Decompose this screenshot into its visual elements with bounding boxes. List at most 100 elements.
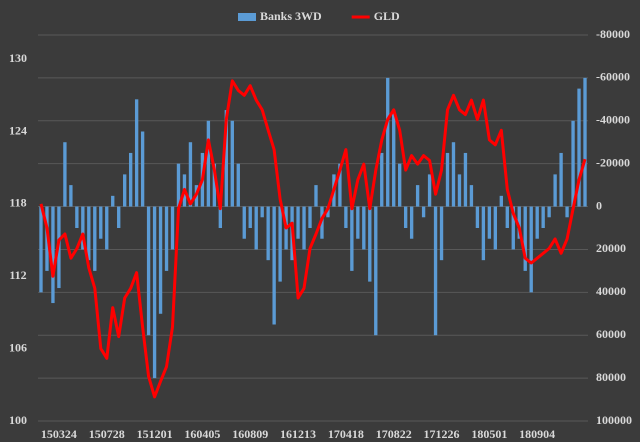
bar xyxy=(128,152,133,207)
y2-tick-label: 80000 xyxy=(596,370,626,384)
labels: -80000 -60000 -40000 -20000 0 20000 40000 60000… xyxy=(9,9,632,441)
bar xyxy=(529,206,533,293)
bar xyxy=(146,206,151,336)
bar xyxy=(164,206,169,271)
bar xyxy=(469,185,474,207)
bar xyxy=(577,88,581,207)
bar xyxy=(51,206,55,304)
x-tick-label: 170822 xyxy=(376,427,412,441)
x-tick-label: 161213 xyxy=(280,427,316,441)
bar xyxy=(493,206,498,250)
line xyxy=(39,79,587,399)
bar xyxy=(111,195,115,207)
bar xyxy=(523,206,527,271)
bar xyxy=(117,206,121,228)
bar xyxy=(326,206,330,218)
bar xyxy=(302,206,306,250)
y-tick-label: 100 xyxy=(9,413,27,427)
bar xyxy=(308,206,312,228)
bar xyxy=(158,206,163,314)
x-tick-label: 180904 xyxy=(519,427,555,441)
lines xyxy=(39,79,587,399)
bar xyxy=(362,206,366,250)
bar xyxy=(99,206,103,239)
y-tick-label: 106 xyxy=(9,340,27,354)
bar xyxy=(517,206,521,239)
bar xyxy=(248,206,252,228)
bar xyxy=(242,206,246,239)
bar xyxy=(278,206,282,282)
bar xyxy=(152,206,157,379)
bar xyxy=(380,152,384,207)
bar xyxy=(409,206,414,239)
bar xyxy=(260,206,264,218)
bar xyxy=(499,195,503,207)
bar xyxy=(218,206,223,228)
x-tick-label: 170418 xyxy=(328,427,364,441)
y2-tick-label: 0 xyxy=(596,198,602,212)
bar xyxy=(535,206,539,239)
y2-tick-label: -20000 xyxy=(596,155,630,169)
bar xyxy=(206,120,211,207)
bar xyxy=(487,206,492,239)
bar xyxy=(296,206,300,239)
bar xyxy=(314,185,318,207)
y2-tick-label: -80000 xyxy=(596,27,630,41)
bar xyxy=(176,163,181,207)
bar xyxy=(134,99,139,207)
bar xyxy=(188,142,193,207)
legend-label: Banks 3WD xyxy=(260,9,322,23)
bar xyxy=(236,163,240,207)
bar xyxy=(105,206,109,250)
bar xyxy=(272,206,276,325)
y2-tick-label: 60000 xyxy=(596,327,626,341)
y-tick-label: 124 xyxy=(9,123,27,137)
bar xyxy=(403,206,408,228)
bar xyxy=(392,110,396,207)
bar xyxy=(433,206,438,336)
bar xyxy=(463,152,468,207)
bar xyxy=(356,206,360,239)
grid xyxy=(38,34,588,422)
bar xyxy=(565,206,569,218)
bar xyxy=(123,174,127,207)
bar xyxy=(445,152,450,207)
bar xyxy=(511,206,515,250)
y2-tick-label: -40000 xyxy=(596,113,630,127)
bar xyxy=(140,131,145,207)
bar xyxy=(230,120,234,207)
bar xyxy=(63,142,67,207)
bar xyxy=(451,142,456,207)
bar xyxy=(386,77,390,207)
bar xyxy=(457,174,462,207)
bar xyxy=(421,206,426,218)
y2-tick-label: 20000 xyxy=(596,241,626,255)
x-tick-label: 171226 xyxy=(424,427,460,441)
bar xyxy=(559,152,563,207)
bar xyxy=(481,206,486,261)
bar xyxy=(439,206,444,261)
bar xyxy=(224,110,228,207)
y2-tick-label: -60000 xyxy=(596,70,630,84)
bar xyxy=(583,77,587,207)
bar xyxy=(427,174,432,207)
bar xyxy=(338,163,342,207)
x-tick-label: 150324 xyxy=(41,427,77,441)
x-tick-label: 180501 xyxy=(471,427,507,441)
bar xyxy=(350,206,354,271)
y-tick-label: 112 xyxy=(9,268,26,282)
y-tick-label: 118 xyxy=(9,196,26,210)
bar xyxy=(505,206,509,228)
bar xyxy=(553,174,557,207)
bar xyxy=(170,206,175,250)
x-tick-label: 151201 xyxy=(137,427,173,441)
bar xyxy=(475,206,480,228)
bar xyxy=(39,206,43,293)
bar xyxy=(571,120,575,207)
bar xyxy=(344,206,348,228)
bar xyxy=(93,206,97,271)
x-tick-label: 160405 xyxy=(184,427,220,441)
legend-swatch xyxy=(238,13,256,21)
y2-tick-label: 100000 xyxy=(596,413,632,427)
